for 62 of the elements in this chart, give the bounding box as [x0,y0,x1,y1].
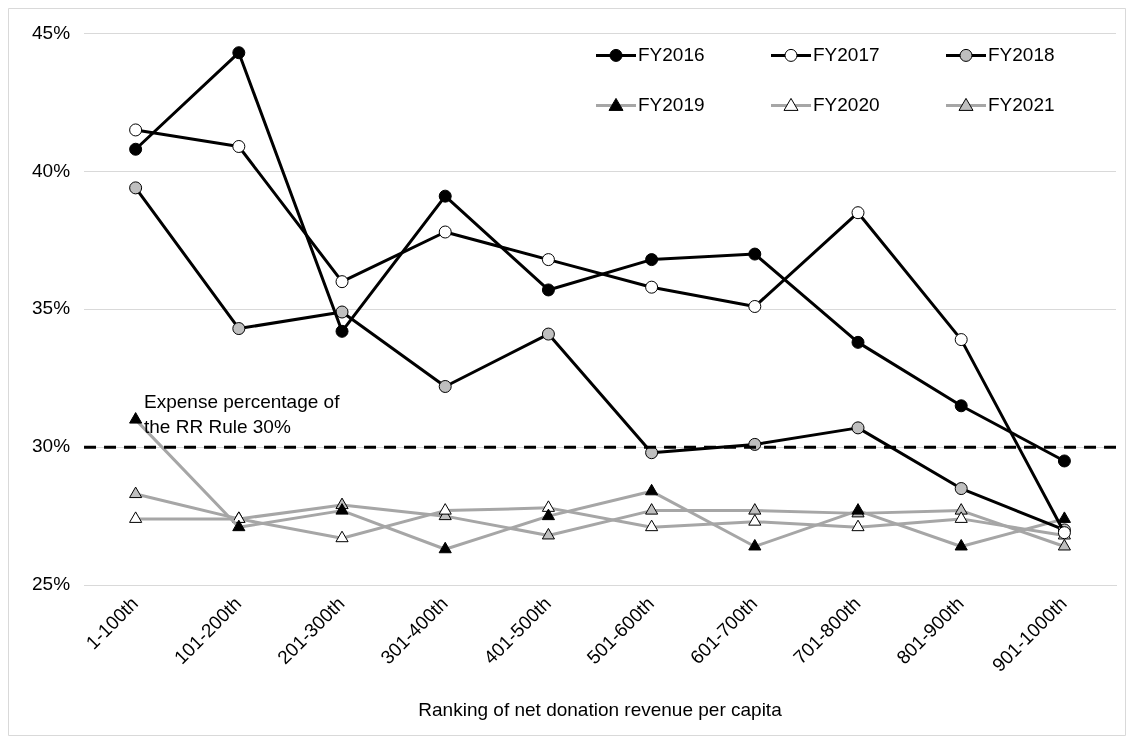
point [645,280,659,294]
point [1057,454,1071,468]
point [541,527,555,540]
point [954,333,968,347]
point [438,189,452,203]
point [851,335,865,349]
legend-label: FY2019 [638,93,705,115]
point [129,511,143,523]
point [645,483,659,496]
point [335,305,349,319]
point [748,503,762,515]
point [438,379,452,393]
point [129,123,143,137]
point [541,327,555,341]
point [954,482,968,496]
legend-label: FY2021 [988,93,1055,115]
point [232,322,246,336]
point [645,253,659,267]
point [851,421,865,435]
ref-line-label: Expense percentage of the RR Rule 30% [144,391,341,438]
point [748,538,762,551]
point [1057,511,1071,523]
legend-label: FY2020 [813,93,880,115]
y-tick-label: 45% [32,21,71,43]
point [438,225,452,239]
point [232,519,246,532]
y-tick-label: 30% [32,435,71,457]
point [541,283,555,297]
point [335,275,349,289]
point [541,508,555,521]
point [129,486,143,499]
point [851,206,865,220]
point [851,519,865,532]
x-axis-title: Ranking of net donation revenue per capita [418,698,783,720]
y-tick-label: 25% [32,573,71,595]
point [438,503,452,515]
point [129,181,143,195]
point [438,541,452,554]
y-tick-label: 35% [32,297,71,319]
point [645,519,659,532]
point [954,538,968,551]
point [232,46,246,60]
legend-label: FY2018 [988,43,1055,65]
point [335,530,349,543]
point [129,142,143,156]
point [541,500,555,512]
point [954,511,968,523]
point [748,247,762,261]
y-tick-label: 40% [32,159,71,181]
point [748,514,762,526]
point [232,140,246,153]
legend-label: FY2016 [638,43,705,65]
point [335,503,349,515]
point [954,399,968,413]
point [645,503,659,515]
point [129,412,143,424]
point [335,324,349,338]
point [541,253,555,267]
legend-label: FY2017 [813,43,880,65]
point [1057,538,1071,551]
point [954,503,968,515]
point [748,299,762,313]
